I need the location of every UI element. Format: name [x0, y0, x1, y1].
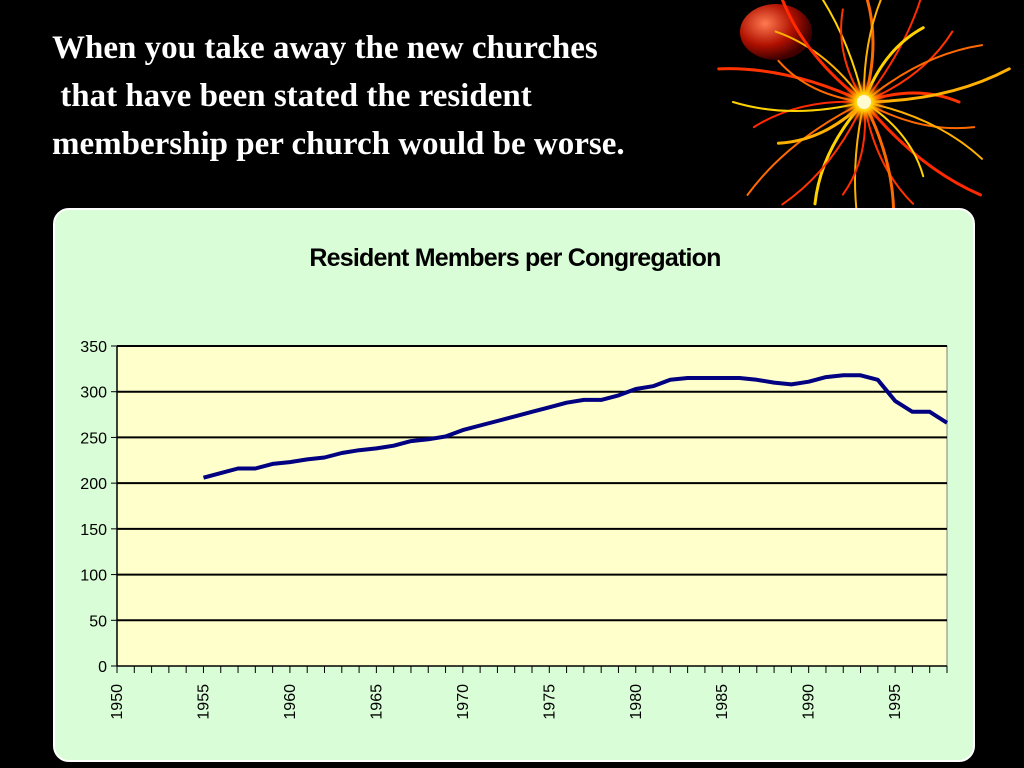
x-tick-label: 1980: [628, 684, 645, 720]
line-chart: Resident Members per Congregation 0 50 100…: [80, 244, 949, 720]
y-tick-label: 0: [98, 659, 107, 676]
y-tick-label: 150: [80, 522, 107, 539]
x-tick-label: 1975: [541, 684, 558, 720]
x-tick-label: 1985: [714, 684, 731, 720]
slide-title-line: membership per church would be worse.: [52, 126, 625, 162]
x-tick-label: 1960: [282, 684, 299, 720]
slide-title-line: When you take away the new churches: [52, 30, 598, 66]
slide-title-line: that have been stated the resident: [52, 78, 532, 114]
y-tick-label: 100: [80, 568, 107, 585]
x-tick-label: 1965: [368, 684, 385, 720]
plot-area: [116, 345, 948, 667]
x-tick-label: 1950: [109, 684, 126, 720]
firework-ray: [862, 100, 982, 197]
y-tick-label: 250: [80, 430, 107, 447]
y-tick-label: 50: [89, 613, 107, 630]
chart-panel: Resident Members per Congregation 0 50 100…: [53, 208, 975, 762]
chart-title: Resident Members per Congregation: [309, 244, 720, 272]
y-tick-label: 300: [80, 385, 107, 402]
x-tick-label: 1970: [455, 684, 472, 720]
x-tick-label: 1955: [195, 684, 212, 720]
y-tick-label: 200: [80, 476, 107, 493]
x-tick-label: 1995: [887, 684, 904, 720]
fireworks-ornament-icon: [717, 0, 1011, 215]
slide-title: When you take away the new churches that…: [52, 24, 772, 168]
y-tick-label: 350: [80, 339, 107, 356]
x-tick-label: 1990: [801, 684, 818, 720]
series-line: [202, 373, 949, 480]
